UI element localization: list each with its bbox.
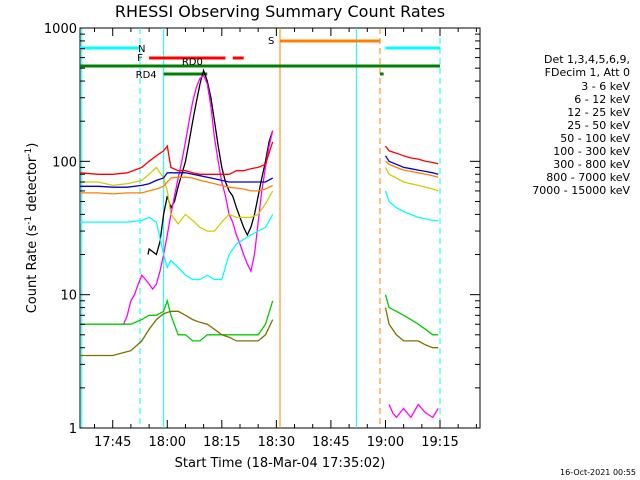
series-line-7000-15000-kev [80,310,274,357]
legend-entry-300-800-kev: 300 - 800 keV [553,158,630,171]
series-line-800-7000-kev [80,176,273,195]
legend-entry-6-12-kev: 6 - 12 keV [574,93,630,106]
x-tick-label: 19:15 [421,435,458,450]
flag-bars: N S F RD0 RD4 [80,36,440,81]
y-axis: 1 10 100 1000 [44,22,480,437]
y-tick-label: 100 [52,155,77,170]
x-tick-label: 18:15 [203,435,240,450]
legend-entry-7000-15000-kev: 7000 - 15000 keV [532,184,630,197]
flag-label-rd4: RD4 [136,70,157,81]
series-layer [79,68,439,419]
series-line-100-300-kev-after-gap [384,145,439,165]
footer-date: 16-Oct-2021 00:55 [560,468,636,477]
series-line-100-300-kev [79,141,274,175]
vertical-lines [81,28,441,428]
x-tick-label: 17:45 [94,435,131,450]
series-line-800-7000-kev-after-gap [385,160,439,178]
x-tick-label: 18:00 [149,435,186,450]
legend-header-line-1: Det 1,3,4,5,6,9, [544,53,630,66]
legend-header-line-2: FDecim 1, Att 0 [545,66,630,79]
series-line-50-100-kev [80,166,274,232]
y-axis-title-part-3: ) [25,143,40,148]
series-line-12-25-kev-after-gap [384,294,439,336]
series-line-50-100-kev-after-gap [384,167,439,192]
series-line-3-6-kev [147,68,274,256]
flag-label-n: N [138,44,145,55]
legend-entry-100-300-kev: 100 - 300 keV [553,145,630,158]
flag-label-s: S [268,36,274,47]
series-line-300-800-kev-after-gap [384,155,439,175]
flag-label-rd0: RD0 [182,57,203,68]
legend-entry-50-100-kev: 50 - 100 keV [560,132,630,145]
y-axis-title-part-1: Count Rate (s [25,225,40,314]
y-axis-title: Count Rate (s-1 detector-1) [24,143,40,314]
series-line-25-50-kev-after-gap [384,190,439,222]
y-axis-title-sup-2: -1 [24,148,34,157]
legend-entry-12-25-kev: 12 - 25 keV [567,106,630,119]
x-tick-label: 19:00 [367,435,404,450]
series-line-300-800-kev [80,172,274,188]
y-tick-label: 1 [69,422,77,437]
y-axis-title-part-2: detector [25,156,40,216]
x-tick-label: 18:45 [312,435,349,450]
series-line-6-12-kev [122,74,274,325]
legend-entry-25-50-kev: 25 - 50 keV [567,119,630,132]
x-axis-title: Start Time (18-Mar-04 17:35:02) [175,456,386,471]
y-tick-label: 1000 [44,22,77,37]
series-line-25-50-kev [80,214,274,281]
chart-title: RHESSI Observing Summary Count Rates [115,2,445,21]
series-line-7000-15000-kev-after-gap [384,307,439,349]
series-line-12-25-kev [80,298,274,342]
y-axis-title-sup-1: -1 [24,216,34,225]
x-tick-label: 18:30 [258,435,295,450]
legend-entry-800-7000-kev: 800 - 7000 keV [546,171,630,184]
y-tick-label: 10 [60,289,77,304]
flag-label-f: F [137,53,143,64]
x-axis: 17:45 18:00 18:15 18:30 18:45 19:00 19:15 [94,28,477,450]
series-line-6-12-kev-after-gap [388,403,439,419]
legend-entry-3-6-kev: 3 - 6 keV [581,80,630,93]
legend: Det 1,3,4,5,6,9, FDecim 1, Att 0 3 - 6 k… [532,53,630,197]
